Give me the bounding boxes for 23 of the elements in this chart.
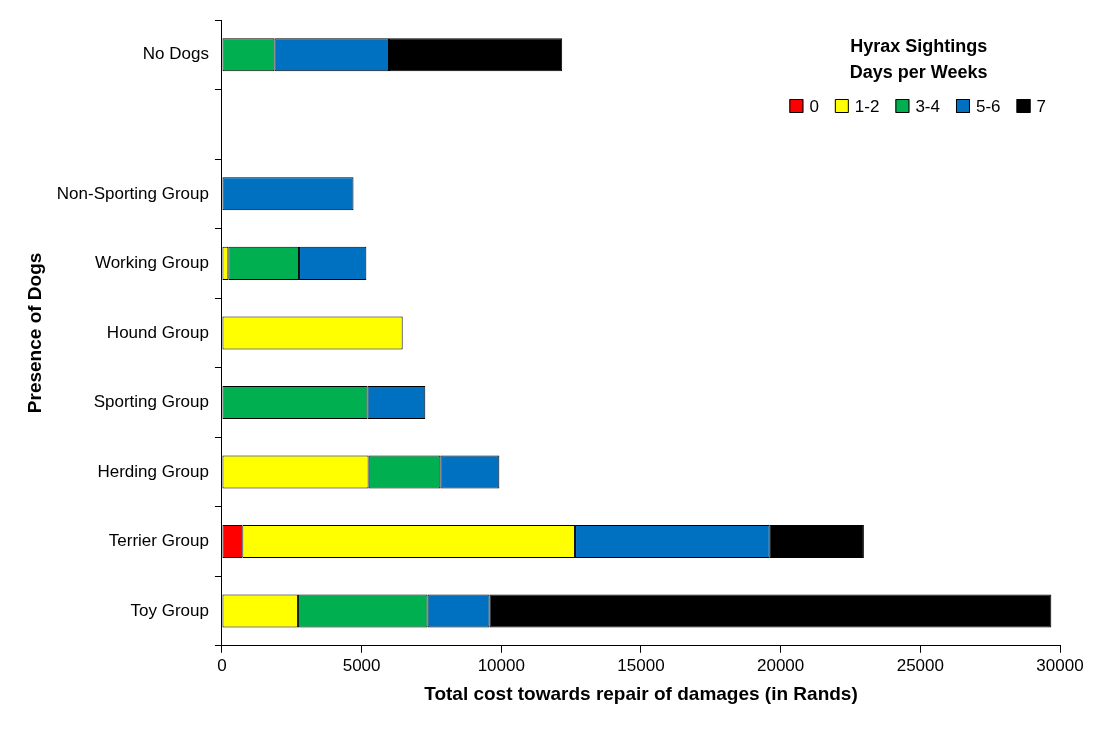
legend-label: 7	[1036, 96, 1047, 116]
y-tick-label: Herding Group	[97, 461, 209, 481]
x-tick-label: 30000	[1036, 655, 1084, 675]
y-tick-label: Sporting Group	[93, 392, 209, 412]
y-tick-label: Non-Sporting Group	[56, 183, 209, 203]
x-axis-title: Total cost towards repair of damages (in Rands)	[424, 682, 858, 704]
x-tick-label: 10000	[477, 655, 525, 675]
legend-label: 5-6	[975, 96, 1001, 116]
y-tick-label: No Dogs	[142, 44, 209, 64]
x-tick-label: 5000	[342, 655, 381, 675]
y-tick-label: Hound Group	[106, 322, 209, 342]
legend-label: 1-2	[854, 96, 880, 116]
x-tick-label: 15000	[617, 655, 665, 675]
x-tick-label: 20000	[757, 655, 805, 675]
y-axis-title: Presence of Dogs	[23, 252, 45, 414]
y-tick-label: Toy Group	[130, 600, 209, 620]
legend-label: 3-4	[915, 96, 940, 116]
legend-label: 0	[809, 96, 819, 116]
x-tick-label: 25000	[896, 655, 944, 675]
y-tick-label: Working Group	[94, 253, 209, 273]
x-tick-label: 0	[217, 655, 227, 675]
legend-title: Hyrax Sightings Days per Weeks	[849, 35, 988, 82]
y-tick-label: Terrier Group	[108, 531, 209, 551]
